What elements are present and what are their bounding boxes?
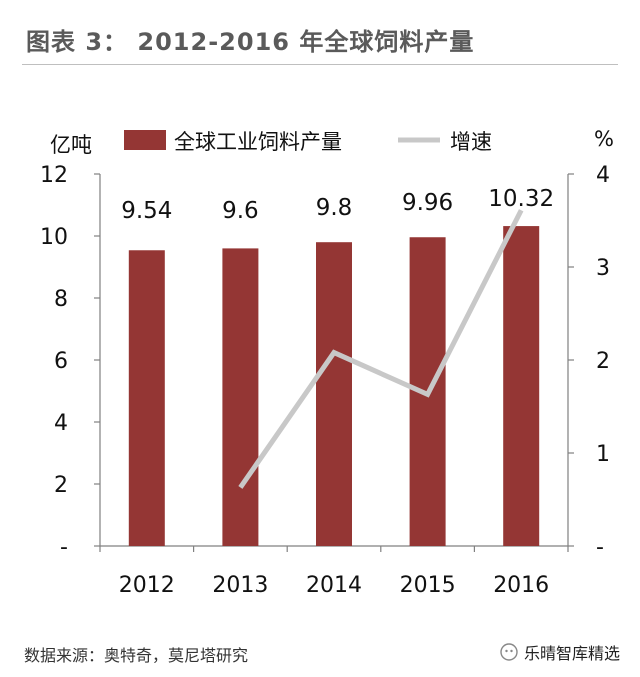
x-tick-label: 2015 (400, 573, 456, 598)
y-right-tick-label: 2 (596, 349, 610, 374)
bar-data-label: 10.32 (488, 186, 554, 212)
bar (222, 248, 259, 546)
y-left-tick-label: 4 (54, 411, 68, 436)
bar (128, 250, 165, 546)
y-right-tick-label: 3 (596, 256, 610, 281)
chart-title: 图表 3： 2012-2016 年全球饲料产量 (26, 28, 475, 56)
legend-swatch-bar (124, 130, 166, 150)
legend-label-line: 增速 (450, 130, 492, 154)
bar-data-label: 9.6 (222, 198, 259, 224)
wechat-icon (500, 643, 518, 661)
y-left-tick-label: 6 (54, 349, 68, 374)
source-note: 数据来源：奥特奇，莫尼塔研究 (24, 646, 249, 665)
bar-data-label: 9.96 (402, 190, 453, 216)
bar (503, 226, 540, 546)
title-divider (22, 64, 618, 65)
y-left-tick-label: - (60, 535, 68, 560)
y-right-tick-label: 1 (596, 442, 610, 467)
bar (316, 242, 352, 546)
x-tick-label: 2013 (212, 573, 268, 598)
y-right-tick-label: 4 (596, 163, 610, 188)
y-left-tick-label: 10 (40, 225, 68, 250)
x-tick-label: 2016 (493, 573, 549, 598)
x-tick-label: 2012 (119, 573, 175, 598)
y-left-tick-label: 2 (54, 473, 68, 498)
y-right-tick-label: - (596, 535, 604, 560)
y-left-axis-label: 亿吨 (50, 133, 92, 157)
bar-data-label: 9.54 (121, 198, 172, 224)
legend-label-bar: 全球工业饲料产量 (174, 130, 342, 154)
y-left-tick-label: 12 (40, 163, 68, 188)
bar-data-label: 9.8 (316, 195, 353, 221)
y-right-axis-label: % (594, 127, 614, 151)
growth-line (238, 209, 524, 489)
watermark-text: 乐晴智库精选 (524, 644, 621, 663)
x-tick-label: 2014 (306, 573, 362, 598)
y-left-tick-label: 8 (54, 287, 68, 312)
watermark: 乐晴智库精选 (500, 640, 620, 664)
